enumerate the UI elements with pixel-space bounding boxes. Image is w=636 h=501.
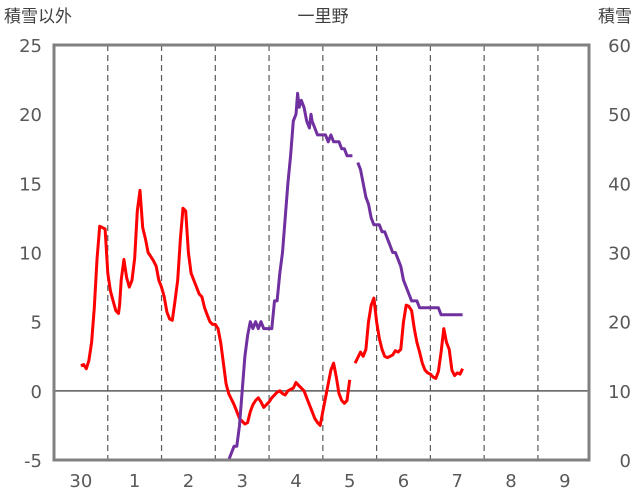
y-right-tick-label: 10	[608, 382, 631, 403]
x-tick-label: 2	[183, 471, 194, 492]
y-left-tick-label: 15	[19, 174, 42, 195]
x-tick-label: 9	[559, 471, 570, 492]
y-right-tick-label: 0	[620, 451, 631, 472]
x-tick-label: 7	[452, 471, 463, 492]
y-right-tick-label: 60	[608, 36, 631, 57]
x-tick-label: 5	[344, 471, 355, 492]
y-left-tick-label: 10	[19, 244, 42, 265]
temperature-line-segment	[80, 188, 352, 427]
y-axis-left-title: 積雪以外	[4, 7, 72, 27]
y-right-tick-label: 40	[608, 174, 631, 195]
snow-depth-line-segment	[80, 91, 353, 462]
y-left-tick-label: 25	[19, 36, 42, 57]
x-tick-label: 30	[69, 471, 92, 492]
x-tick-label: 3	[236, 471, 247, 492]
y-axis-right-title: 積雪	[598, 7, 632, 27]
tick-layer: -5 0 5 10 15 20 25 0 10 20 30 40 50 60 30 1 2 3 4 5 6 7 8 9	[19, 36, 631, 492]
x-tick-label: 4	[290, 471, 301, 492]
y-left-tick-label: 0	[31, 382, 42, 403]
y-right-tick-label: 20	[608, 313, 631, 334]
snow-depth-line-segment	[356, 162, 463, 317]
x-tick-label: 6	[398, 471, 409, 492]
chart-title: 一里野	[298, 7, 349, 27]
series-layer	[80, 91, 464, 462]
y-right-tick-label: 30	[608, 244, 631, 265]
y-left-tick-label: -5	[24, 451, 42, 472]
x-tick-label: 8	[505, 471, 516, 492]
y-right-tick-label: 50	[608, 105, 631, 126]
x-tick-label: 1	[129, 471, 140, 492]
y-left-tick-label: 20	[19, 105, 42, 126]
plot-frame	[52, 43, 591, 462]
grid	[54, 45, 589, 460]
temperature-line-segment	[353, 296, 464, 380]
y-left-tick-label: 5	[31, 313, 42, 334]
